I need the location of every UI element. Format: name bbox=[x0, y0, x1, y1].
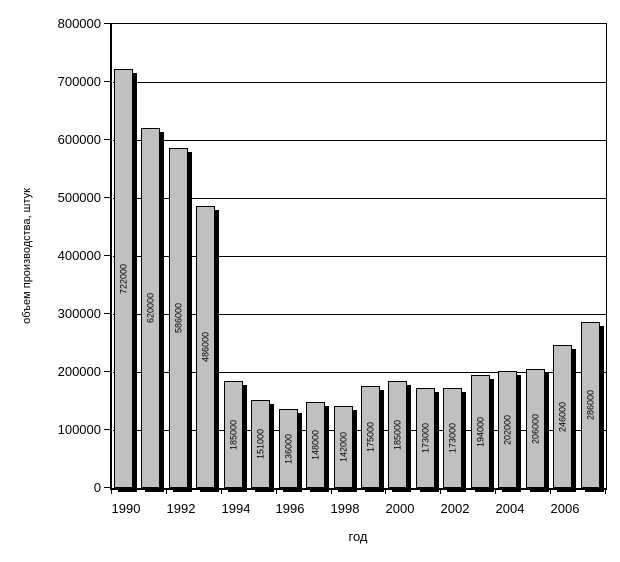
y-tick-label-600000: 600000 bbox=[57, 132, 101, 147]
bar-value-label: 286000 bbox=[585, 389, 595, 421]
bar-1997: 148000 bbox=[306, 402, 325, 488]
x-tick-mark bbox=[221, 490, 222, 494]
x-tick-label-1994: 1994 bbox=[221, 501, 251, 516]
bar-1991: 620000 bbox=[141, 128, 160, 488]
plot-area bbox=[110, 23, 607, 490]
bar-value-label: 185000 bbox=[392, 419, 402, 450]
x-tick-mark bbox=[605, 490, 606, 494]
x-tick-label-1990: 1990 bbox=[111, 501, 141, 516]
y-tick-label-400000: 400000 bbox=[57, 248, 101, 263]
x-tick-mark bbox=[440, 490, 441, 494]
y-tick-mark bbox=[104, 197, 110, 198]
bar-1992: 586000 bbox=[169, 148, 188, 488]
bar-value-label: 173000 bbox=[447, 422, 457, 454]
x-tick-label-1996: 1996 bbox=[275, 501, 305, 516]
bar-2007: 286000 bbox=[581, 322, 600, 488]
y-tick-label-800000: 800000 bbox=[57, 16, 101, 31]
bar-2005: 206000 bbox=[526, 369, 545, 488]
bar-value-label: 148000 bbox=[310, 429, 320, 461]
y-tick-mark bbox=[104, 487, 110, 488]
y-tick-mark bbox=[104, 139, 110, 140]
y-tick-label-700000: 700000 bbox=[57, 74, 101, 89]
bar-2004: 202000 bbox=[498, 371, 517, 488]
gridline-200000 bbox=[113, 372, 607, 373]
y-tick-mark bbox=[104, 23, 110, 24]
bar-1990: 722000 bbox=[114, 69, 133, 488]
bar-value-label: 246000 bbox=[557, 401, 567, 432]
bar-value-label: 173000 bbox=[420, 422, 430, 454]
x-tick-label-2006: 2006 bbox=[550, 501, 580, 516]
bar-value-label: 206000 bbox=[530, 413, 540, 444]
x-axis-title: год bbox=[348, 529, 368, 544]
x-tick-mark bbox=[495, 490, 496, 494]
y-tick-mark bbox=[104, 429, 110, 430]
x-tick-label-2004: 2004 bbox=[495, 501, 525, 516]
y-tick-label-500000: 500000 bbox=[57, 190, 101, 205]
gridline-100000 bbox=[113, 430, 607, 431]
y-tick-mark bbox=[104, 255, 110, 256]
bar-value-label: 136000 bbox=[283, 433, 293, 464]
gridline-500000 bbox=[113, 198, 607, 199]
x-tick-mark bbox=[385, 490, 386, 494]
bar-2006: 246000 bbox=[553, 345, 572, 488]
y-tick-label-100000: 100000 bbox=[57, 422, 101, 437]
y-tick-mark bbox=[104, 371, 110, 372]
bar-2001: 173000 bbox=[416, 388, 435, 488]
x-tick-mark bbox=[166, 490, 167, 494]
bar-value-label: 194000 bbox=[475, 416, 485, 447]
bar-1994: 185000 bbox=[224, 381, 243, 488]
bar-2000: 185000 bbox=[388, 381, 407, 488]
x-tick-label-2002: 2002 bbox=[440, 501, 470, 516]
bar-1996: 136000 bbox=[279, 409, 298, 488]
bar-1998: 142000 bbox=[334, 406, 353, 488]
bar-2002: 173000 bbox=[443, 388, 462, 488]
x-tick-mark bbox=[331, 490, 332, 494]
y-tick-label-300000: 300000 bbox=[57, 306, 101, 321]
x-tick-label-2000: 2000 bbox=[385, 501, 415, 516]
bar-value-label: 151000 bbox=[255, 428, 265, 460]
gridline-700000 bbox=[113, 82, 607, 83]
bar-value-label: 486000 bbox=[200, 331, 210, 363]
bar-1995: 151000 bbox=[251, 400, 270, 488]
x-tick-label-1992: 1992 bbox=[166, 501, 196, 516]
bar-2003: 194000 bbox=[471, 375, 490, 488]
y-tick-label-0: 0 bbox=[93, 480, 101, 495]
x-tick-mark bbox=[550, 490, 551, 494]
gridline-400000 bbox=[113, 256, 607, 257]
gridline-300000 bbox=[113, 314, 607, 315]
bar-value-label: 175000 bbox=[365, 421, 375, 453]
gridline-600000 bbox=[113, 140, 607, 141]
x-tick-label-1998: 1998 bbox=[330, 501, 360, 516]
y-tick-label-200000: 200000 bbox=[57, 364, 101, 379]
bar-1999: 175000 bbox=[361, 386, 380, 488]
bar-value-label: 202000 bbox=[502, 414, 512, 445]
bar-value-label: 142000 bbox=[338, 431, 348, 463]
bar-value-label: 620000 bbox=[145, 292, 155, 324]
x-tick-mark bbox=[276, 490, 277, 494]
bar-1993: 486000 bbox=[196, 206, 215, 488]
y-tick-mark bbox=[104, 313, 110, 314]
x-tick-mark bbox=[111, 490, 112, 494]
bar-value-label: 185000 bbox=[228, 419, 238, 450]
bar-value-label: 722000 bbox=[118, 263, 128, 294]
y-tick-mark bbox=[104, 81, 110, 82]
bar-value-label: 586000 bbox=[173, 302, 183, 334]
